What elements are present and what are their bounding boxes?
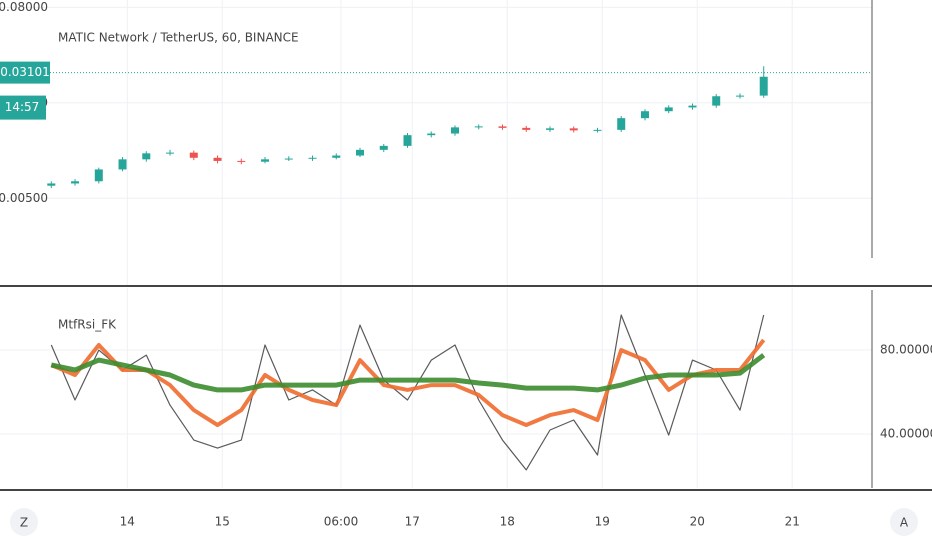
plots	[47, 66, 872, 471]
candle-body	[664, 107, 673, 112]
candle-body	[47, 183, 56, 186]
candle-body	[403, 135, 412, 146]
candle-body	[142, 153, 151, 160]
x-tick-label: 19	[595, 515, 610, 529]
candle-body	[213, 157, 222, 161]
candle-body	[237, 160, 246, 162]
candle-body	[474, 126, 483, 128]
candle-body	[498, 126, 507, 128]
y-tick-label: 0.00500	[0, 191, 48, 205]
countdown-label: 14:57	[5, 100, 40, 114]
candle-body	[593, 129, 602, 131]
x-tick-label: 15	[215, 515, 230, 529]
candle-body	[284, 158, 293, 160]
candle-body	[735, 95, 744, 97]
candle-body	[118, 159, 127, 170]
labels: 0.005000.020000.080000.0310114:5740.0000…	[0, 0, 932, 529]
candle-body	[356, 149, 365, 156]
price-chart-title: MATIC Network / TetherUS, 60, BINANCE	[58, 31, 299, 45]
candle-body	[522, 127, 531, 130]
x-tick-label: 21	[785, 515, 800, 529]
y-tick-label: 0.08000	[0, 0, 48, 14]
candle-body	[332, 155, 341, 158]
candle-body	[261, 159, 270, 162]
left-button-label[interactable]: Z	[20, 516, 28, 530]
candle-body	[617, 118, 626, 130]
countdown-badge	[0, 95, 46, 120]
candle-body	[712, 96, 721, 106]
candle-body	[545, 128, 554, 130]
indicator-line	[50, 314, 765, 471]
candle-body	[379, 145, 388, 150]
x-tick-label: 06:00	[324, 515, 359, 529]
x-tick-label: 20	[690, 515, 705, 529]
candle-body	[688, 105, 697, 108]
indicator-title: MtfRsi_FK	[58, 318, 117, 332]
candle-body	[308, 157, 317, 159]
indicator-line	[50, 338, 766, 427]
left-button[interactable]	[10, 508, 38, 536]
candle-body	[450, 127, 459, 134]
y-tick-label: 80.00000	[880, 343, 932, 357]
x-tick-label: 14	[120, 515, 135, 529]
candle-body	[759, 76, 768, 96]
indicator-line	[50, 353, 766, 393]
candle-body	[569, 128, 578, 131]
candle-body	[189, 152, 198, 158]
x-tick-label: 18	[500, 515, 515, 529]
candle-body	[94, 169, 103, 182]
right-button[interactable]	[890, 508, 918, 536]
candle-body	[166, 152, 175, 154]
y-tick-label: 40.00000	[880, 427, 932, 441]
right-button-label[interactable]: A	[900, 516, 909, 530]
candle-body	[71, 181, 80, 184]
last-price-label: 0.03101	[0, 65, 50, 79]
last-price-badge	[0, 61, 50, 84]
x-tick-label: 17	[405, 515, 420, 529]
candle-body	[640, 111, 649, 119]
candle-body	[427, 133, 436, 136]
